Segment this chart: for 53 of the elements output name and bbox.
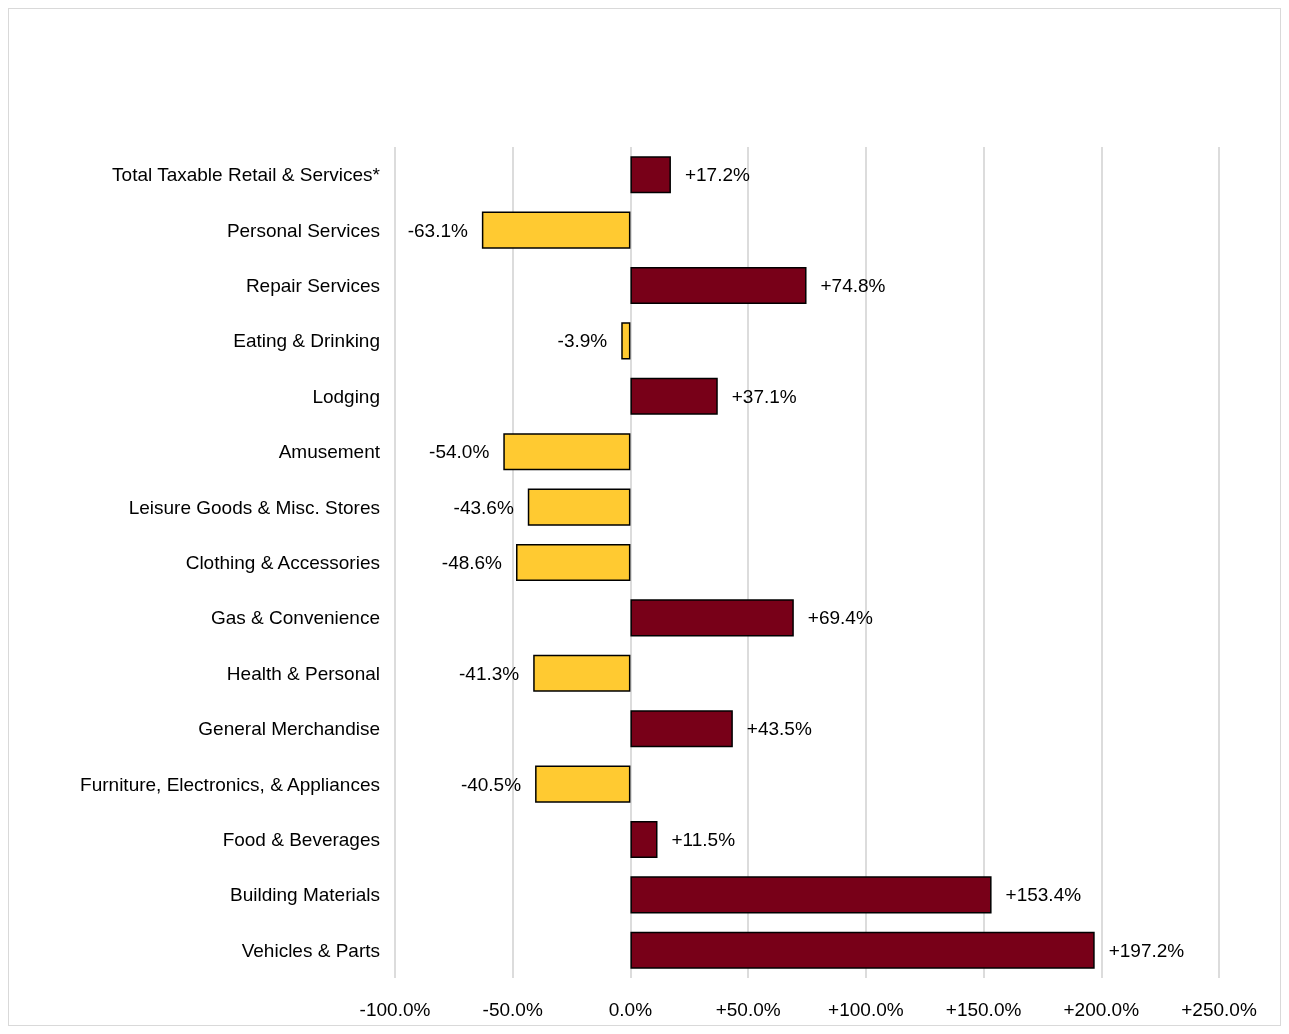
x-tick-label: 0.0% [608, 999, 653, 1020]
x-tick-label: +200.0% [1063, 999, 1140, 1020]
bar [533, 654, 631, 692]
y-tick-label: Building Materials [230, 884, 380, 906]
y-tick-label: Clothing & Accessories [185, 552, 380, 573]
data-label: +74.8% [820, 275, 886, 296]
x-tick-label: +50.0% [715, 999, 781, 1020]
x-tick-label: +150.0% [945, 999, 1022, 1020]
data-label: -41.3% [458, 662, 520, 684]
data-label: -54.0% [429, 441, 490, 463]
bar [481, 211, 631, 249]
data-label: -48.6% [441, 552, 503, 573]
bar [630, 156, 671, 194]
y-tick-label: Personal Services [226, 219, 380, 241]
bar [516, 543, 631, 582]
data-label: -40.5% [460, 773, 522, 795]
y-tick-label: Food & Beverages [222, 829, 380, 850]
y-tick-label: Amusement [278, 441, 381, 463]
x-tick-label: -50.0% [482, 999, 543, 1020]
bar [535, 765, 631, 803]
y-tick-label: Lodging [312, 385, 380, 407]
data-label: -43.6% [453, 496, 514, 518]
y-tick-label: Eating & Drinking [233, 330, 380, 352]
bar [630, 931, 1095, 969]
y-tick-label: Repair Services [245, 275, 380, 296]
y-tick-label: Health & Personal [226, 662, 380, 684]
data-label: -3.9% [557, 330, 608, 352]
y-tick-label: Gas & Convenience [211, 607, 380, 629]
y-tick-label: General Merchandise [198, 718, 380, 740]
data-label: +11.5% [671, 829, 736, 850]
bar [630, 377, 718, 415]
x-tick-label: +250.0% [1181, 999, 1257, 1020]
data-label: +153.4% [1005, 884, 1082, 906]
data-label: +17.2% [684, 164, 750, 186]
data-label: +197.2% [1108, 939, 1185, 961]
data-label: +43.5% [746, 718, 812, 740]
data-label: +69.4% [807, 607, 873, 629]
x-tick-label: +100.0% [828, 999, 904, 1020]
data-label: -63.1% [407, 219, 468, 241]
bar [503, 433, 631, 471]
y-tick-label: Leisure Goods & Misc. Stores [128, 496, 380, 518]
bar [630, 710, 733, 748]
y-tick-label: Vehicles & Parts [241, 939, 380, 961]
x-tick-label: -100.0% [359, 999, 431, 1020]
bar [630, 599, 794, 637]
bar [527, 488, 631, 526]
bar [630, 820, 658, 859]
data-label: +37.1% [731, 385, 797, 407]
y-tick-label: Furniture, Electronics, & Appliances [80, 773, 380, 795]
bar [621, 322, 631, 360]
bar [630, 876, 992, 914]
y-tick-label: Total Taxable Retail & Services* [112, 164, 381, 186]
bar [630, 266, 807, 305]
